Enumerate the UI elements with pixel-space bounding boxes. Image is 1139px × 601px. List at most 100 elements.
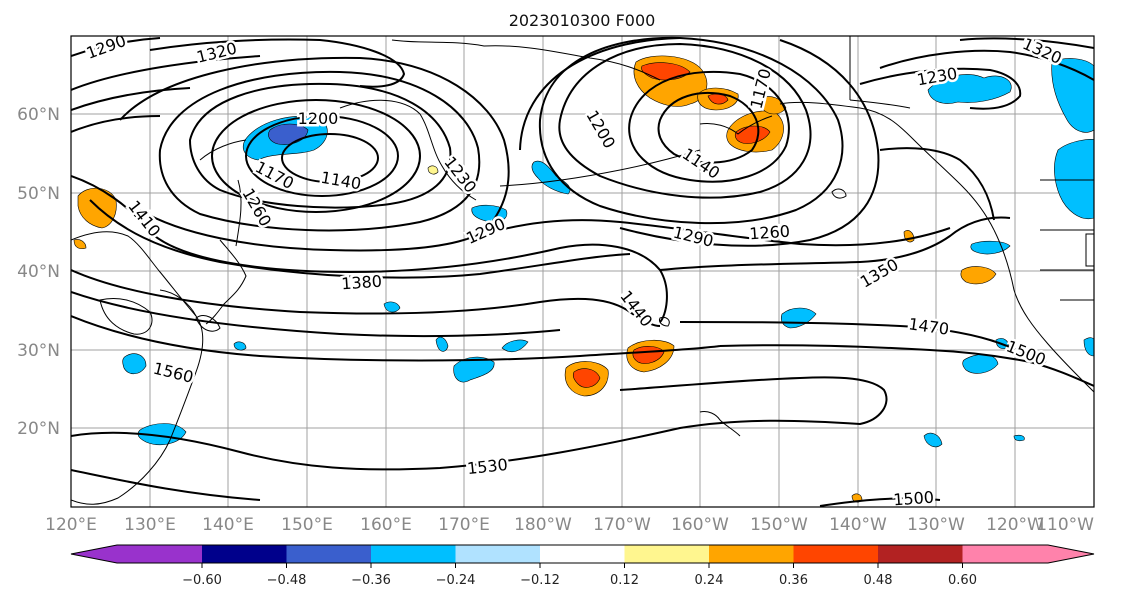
lat-tick-label: 30°N (17, 341, 60, 361)
colorbar-tick-label: 0.36 (779, 573, 808, 588)
shade-patch (73, 239, 87, 250)
shade-patch (1051, 58, 1094, 133)
contour-1200-east (558, 42, 812, 199)
contour-1380 (89, 199, 631, 279)
colorbar-tick-label: 0.48 (864, 573, 893, 588)
lon-tick-label: 170°W (593, 515, 651, 535)
map-panel: 1290 1320 1200 1170 1140 1230 1260 1410 … (70, 35, 1095, 510)
colorbar-segment (962, 545, 1094, 563)
contour-label: 1500 (893, 488, 935, 510)
lat-axis: 60°N 50°N 40°N 30°N 20°N (17, 105, 60, 439)
contour-label: 1530 (466, 455, 508, 478)
lon-tick-label: 170°E (438, 515, 490, 535)
colorbar-tick-label: 0.24 (695, 573, 724, 588)
contour-ring-1 (71, 55, 261, 91)
shade-patch (1013, 434, 1025, 442)
contour-1410 (71, 175, 668, 323)
contour-1500-south (71, 469, 941, 507)
contour-1290-west (71, 37, 161, 57)
contour-1170-east (628, 70, 790, 183)
lon-tick-label: 120°W (986, 515, 1044, 535)
lon-tick-label: 180°W (514, 515, 572, 535)
colorbar-tick-label: −0.36 (351, 573, 391, 588)
contour-ring-3 (71, 115, 161, 133)
contour-1230-ne (859, 67, 1022, 110)
colorbar-segment (371, 545, 456, 563)
contour-1200-west (211, 99, 421, 213)
lon-tick-label: 120°E (45, 515, 97, 535)
contour-1560 (71, 315, 721, 362)
shade-patch (233, 341, 247, 351)
colorbar-segment (878, 545, 963, 563)
lat-tick-label: 40°N (17, 262, 60, 282)
shade-patch (927, 74, 1012, 104)
colorbar-segment (624, 545, 709, 563)
contour-1170 (245, 115, 399, 197)
colorbar-segment (709, 545, 794, 563)
shaded-anomalies (73, 55, 1094, 503)
contour-1230-east (538, 36, 844, 225)
shade-patch (1054, 139, 1094, 220)
contour-ne-extra (879, 147, 995, 221)
colorbar-segment (793, 545, 878, 563)
contour-1260-west (158, 70, 481, 232)
contour-1440 (71, 269, 661, 327)
coastlines (71, 36, 1094, 505)
lon-tick-label: 160°W (671, 515, 729, 535)
contour-ring-2 (71, 87, 191, 111)
colorbar-tick-label: 0.12 (610, 573, 639, 588)
contour-1230-west (188, 82, 452, 209)
colorbar-tick-label: −0.48 (267, 573, 307, 588)
shade-patch (383, 301, 401, 313)
contour-1500-east (719, 344, 1094, 387)
lon-tick-label: 140°W (829, 515, 887, 535)
colorbar-segment (71, 545, 202, 563)
contour-label: 1260 (749, 222, 791, 244)
shade-patch (471, 204, 508, 223)
colorbar-segment (455, 545, 540, 563)
contour-1290-east (499, 219, 951, 247)
colorbar-segment (202, 545, 287, 563)
shade-patch (960, 266, 997, 285)
contour-1320-east (879, 49, 1094, 81)
contour-1530 (71, 376, 888, 471)
shade-patch (531, 160, 571, 195)
shade-patch (122, 353, 147, 375)
contour-1470-east (679, 321, 1047, 363)
lon-tick-label: 110°W (1036, 515, 1094, 535)
lat-tick-label: 60°N (17, 105, 60, 125)
contour-1290-mid (119, 56, 510, 252)
colorbar: −0.60 −0.48 −0.36 −0.24 −0.12 0.12 0.24 … (70, 544, 1095, 588)
contour-1260-east (519, 37, 880, 247)
map-frame (70, 35, 1095, 508)
contour-1320-west (149, 38, 406, 88)
lon-tick-label: 130°W (907, 515, 965, 535)
contour-label: 1380 (341, 272, 383, 294)
colorbar-tick-label: −0.24 (436, 573, 476, 588)
contour-1350 (659, 216, 1011, 271)
contour-label: 1200 (298, 109, 339, 128)
shade-patch (501, 339, 529, 353)
shade-patch (427, 165, 439, 175)
contour-1140-east (657, 92, 760, 164)
map-title: 2023010300 F000 (509, 11, 656, 30)
lat-tick-label: 50°N (17, 184, 60, 204)
lat-tick-label: 20°N (17, 419, 60, 439)
lon-tick-label: 150°E (281, 515, 333, 535)
colorbar-tick-label: −0.60 (182, 573, 222, 588)
lon-tick-label: 130°E (124, 515, 176, 535)
shade-patch (923, 432, 943, 448)
lon-tick-label: 160°E (360, 515, 412, 535)
contour-far-east (959, 37, 1094, 49)
contour-1470-west (71, 291, 561, 338)
colorbar-tick-label: −0.12 (520, 573, 560, 588)
colorbar-segment (286, 545, 371, 563)
shade-patch (435, 336, 449, 352)
height-contours (71, 36, 1094, 507)
shade-patch (453, 356, 495, 383)
lon-tick-label: 140°E (202, 515, 254, 535)
lon-axis: 120°E 130°E 140°E 150°E 160°E 170°E 180°… (45, 515, 1094, 535)
colorbar-tick-label: 0.60 (948, 573, 977, 588)
colorbar-segment (540, 545, 625, 563)
